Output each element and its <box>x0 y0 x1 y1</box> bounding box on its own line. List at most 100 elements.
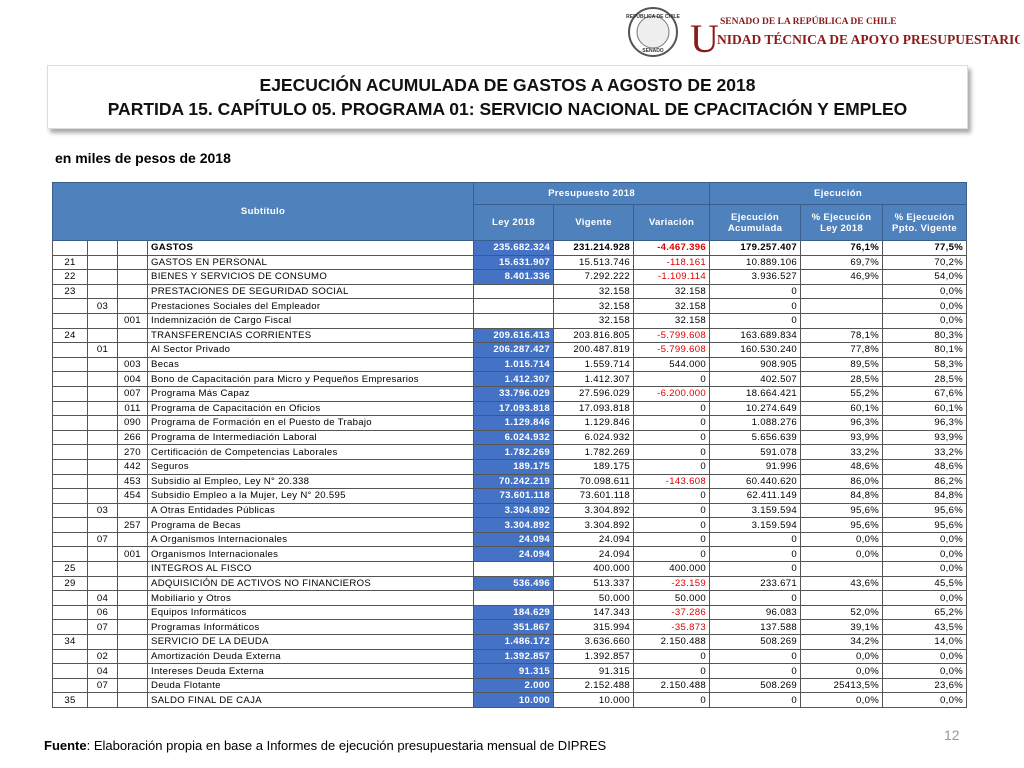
variacion-cell: 2.150.488 <box>633 677 711 694</box>
asignacion-cell: 442 <box>117 458 148 475</box>
title-box: EJECUCIÓN ACUMULADA DE GASTOS A AGOSTO D… <box>47 65 968 129</box>
ejecucion-cell: 908.905 <box>709 356 802 373</box>
seal-inner <box>636 15 670 49</box>
table-row: 24 TRANSFERENCIAS CORRIENTES 209.616.413 20… <box>52 327 968 344</box>
asignacion-cell: 003 <box>117 356 148 373</box>
pct-ley-cell: 86,0% <box>800 473 884 490</box>
vigente-cell: 32.158 <box>553 283 635 300</box>
table-row: 001 Organismos Internacionales 24.094 24.09… <box>52 546 968 563</box>
variacion-cell: 32.158 <box>633 298 711 314</box>
table-row: GASTOS 235.682.324 231.214.928 -4.467.396 17… <box>52 240 968 256</box>
vigente-cell: 50.000 <box>553 590 635 606</box>
variacion-cell: 0 <box>633 488 711 504</box>
variacion-cell: -37.286 <box>633 604 711 621</box>
item-cell <box>87 488 118 504</box>
ley-cell <box>473 283 555 300</box>
denominacion-cell: Becas <box>146 356 475 373</box>
table-row: 090 Programa de Formación en el Puesto de… <box>52 415 968 431</box>
ejecucion-cell: 10.274.649 <box>709 400 802 417</box>
ejecucion-cell: 591.078 <box>709 444 802 460</box>
table-row: 004 Bono de Capacitación para Micro y Peq… <box>52 371 968 387</box>
pct-vigente-cell: 86,2% <box>882 473 968 490</box>
ejecucion-cell: 0 <box>709 283 802 300</box>
vigente-cell: 1.782.269 <box>553 444 635 460</box>
pct-vigente-cell: 23,6% <box>882 677 968 694</box>
subtitulo-cell <box>52 546 88 563</box>
pct-vigente-cell: 80,3% <box>882 327 968 344</box>
vigente-cell: 315.994 <box>553 619 635 636</box>
ley-cell: 15.631.907 <box>473 254 555 271</box>
subtitulo-cell <box>52 444 88 460</box>
subtitulo-cell <box>52 385 88 402</box>
ejecucion-cell: 10.889.106 <box>709 254 802 271</box>
ejecucion-cell: 3.159.594 <box>709 502 802 519</box>
vigente-cell: 1.412.307 <box>553 371 635 387</box>
vigente-cell: 400.000 <box>553 561 635 577</box>
table-row: 011 Programa de Capacitación en Oficios 17… <box>52 400 968 417</box>
ley-cell: 3.304.892 <box>473 517 555 533</box>
pct-ley-cell: 46,9% <box>800 269 884 285</box>
pct-vigente-cell: 70,2% <box>882 254 968 271</box>
ejecucion-cell: 0 <box>709 312 802 329</box>
source-text: : Elaboración propia en base a Informes … <box>86 738 607 753</box>
asignacion-cell <box>117 575 148 592</box>
table-row: 001 Indemnización de Cargo Fiscal 32.158 32… <box>52 312 968 329</box>
vigente-cell: 73.601.118 <box>553 488 635 504</box>
asignacion-cell: 453 <box>117 473 148 490</box>
column-header: % Ejecución Ppto. Vigente <box>882 204 968 241</box>
pct-vigente-cell: 28,5% <box>882 371 968 387</box>
vigente-cell: 3.304.892 <box>553 517 635 533</box>
ley-cell: 1.129.846 <box>473 415 555 431</box>
item-cell <box>87 269 118 285</box>
ejecucion-cell: 96.083 <box>709 604 802 621</box>
vigente-cell: 24.094 <box>553 531 635 548</box>
pct-ley-cell <box>800 298 884 314</box>
denominacion-cell: Subsidio Empleo a la Mujer, Ley N° 20.59… <box>146 488 475 504</box>
pct-vigente-cell: 95,6% <box>882 502 968 519</box>
pct-vigente-cell: 58,3% <box>882 356 968 373</box>
ley-cell: 206.287.427 <box>473 342 555 358</box>
subtitulo-cell <box>52 502 88 519</box>
item-cell <box>87 692 118 708</box>
vigente-cell: 231.214.928 <box>553 240 635 256</box>
vigente-cell: 2.152.488 <box>553 677 635 694</box>
denominacion-cell: Amortización Deuda Externa <box>146 648 475 665</box>
asignacion-cell <box>117 648 148 665</box>
pct-vigente-cell: 95,6% <box>882 517 968 533</box>
ejecucion-cell: 179.257.407 <box>709 240 802 256</box>
pct-vigente-cell: 84,8% <box>882 488 968 504</box>
pct-ley-cell: 76,1% <box>800 240 884 256</box>
asignacion-cell <box>117 604 148 621</box>
table-row: 01 Al Sector Privado 206.287.427 200.487.81… <box>52 342 968 358</box>
variacion-cell: 50.000 <box>633 590 711 606</box>
denominacion-cell: BIENES Y SERVICIOS DE CONSUMO <box>146 269 475 285</box>
item-cell <box>87 415 118 431</box>
asignacion-cell <box>117 677 148 694</box>
asignacion-cell <box>117 590 148 606</box>
item-cell <box>87 429 118 446</box>
pct-ley-cell: 0,0% <box>800 648 884 665</box>
ley-cell: 235.682.324 <box>473 240 555 256</box>
pct-vigente-cell: 0,0% <box>882 648 968 665</box>
subtitulo-cell <box>52 619 88 636</box>
asignacion-cell: 011 <box>117 400 148 417</box>
item-cell <box>87 517 118 533</box>
ley-cell: 17.093.818 <box>473 400 555 417</box>
denominacion-cell: Subsidio al Empleo, Ley N° 20.338 <box>146 473 475 490</box>
denominacion-cell: TRANSFERENCIAS CORRIENTES <box>146 327 475 344</box>
pct-ley-cell: 96,3% <box>800 415 884 431</box>
ley-cell: 24.094 <box>473 531 555 548</box>
table-row: 266 Programa de Intermediación Laboral 6.0… <box>52 429 968 446</box>
pct-ley-cell: 0,0% <box>800 663 884 679</box>
ejecucion-cell: 137.588 <box>709 619 802 636</box>
denominacion-cell: A Organismos Internacionales <box>146 531 475 548</box>
pct-ley-cell: 34,2% <box>800 634 884 650</box>
pct-vigente-cell: 0,0% <box>882 283 968 300</box>
item-cell <box>87 385 118 402</box>
source-label: Fuente <box>44 738 87 753</box>
table-row: 453 Subsidio al Empleo, Ley N° 20.338 70.2… <box>52 473 968 490</box>
table-row: 23 PRESTACIONES DE SEGURIDAD SOCIAL 32.158… <box>52 283 968 300</box>
asignacion-cell <box>117 634 148 650</box>
ejecucion-cell: 62.411.149 <box>709 488 802 504</box>
header-presupuesto: Presupuesto 2018 <box>473 182 711 205</box>
